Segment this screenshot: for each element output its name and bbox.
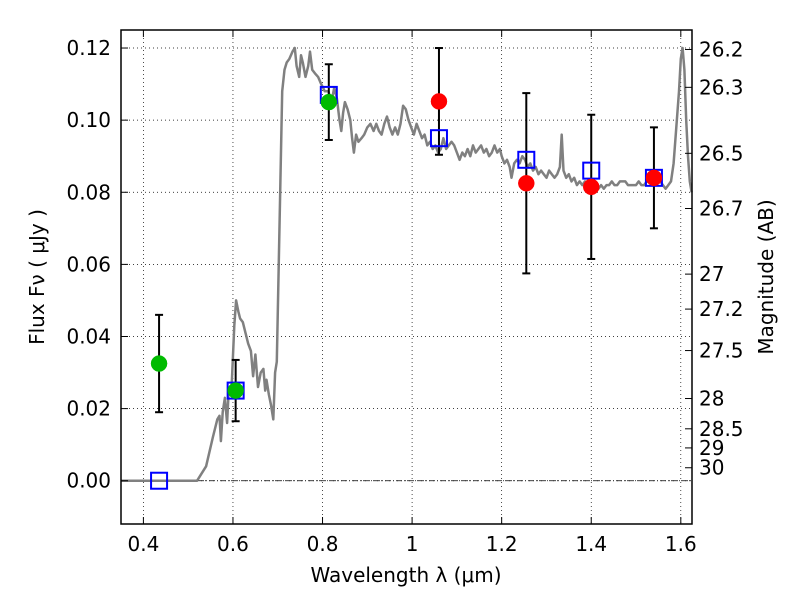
x-axis-label: Wavelength λ (μm) xyxy=(310,563,501,587)
green-data-point xyxy=(150,355,168,372)
y-tick-label: 0.08 xyxy=(66,180,111,204)
y-axis-label: Flux Fν ( μJy ) xyxy=(25,209,49,345)
x-tick-label: 0.6 xyxy=(217,532,249,556)
x-tick-labels: 0.4 0.6 0.8 1 1.2 1.4 1.6 xyxy=(127,532,696,556)
magnitude-tick-label: 26.3 xyxy=(699,75,744,99)
red-data-point xyxy=(645,169,663,187)
green-data-point xyxy=(227,382,244,399)
spectrum-line xyxy=(121,46,693,482)
x-tick-label: 0.4 xyxy=(127,532,159,556)
errorbar-layer xyxy=(155,47,658,423)
green-data-point xyxy=(320,93,338,111)
y-tick-label: 0.04 xyxy=(66,324,111,348)
x-tick-label: 1.6 xyxy=(665,532,697,556)
model-square-point xyxy=(429,129,448,148)
y-tick-labels: 0.00 0.02 0.04 0.06 0.08 0.10 0.12 xyxy=(66,36,111,493)
plot-frame xyxy=(120,29,693,525)
magnitude-tick-label: 30 xyxy=(699,456,724,480)
square-layer xyxy=(150,85,663,490)
magnitude-tick-label: 27.5 xyxy=(699,339,744,363)
red-data-point xyxy=(582,178,600,196)
x-tick-label: 0.8 xyxy=(307,532,339,556)
magnitude-tick-label: 27 xyxy=(699,262,724,286)
magnitude-tick-label: 27.2 xyxy=(699,297,744,321)
magnitude-tick-label: 28 xyxy=(699,387,724,411)
y-tick-label: 0.12 xyxy=(66,36,111,60)
spectrum-layer xyxy=(121,46,693,482)
x-tick-label: 1 xyxy=(406,532,419,556)
y-tick-label: 0.00 xyxy=(66,469,111,493)
grid-layer xyxy=(121,30,692,524)
model-square-point xyxy=(150,471,169,490)
x-tick-label: 1.2 xyxy=(486,532,518,556)
y-tick-label: 0.02 xyxy=(66,397,111,421)
red-data-point xyxy=(518,174,535,192)
y-tick-label: 0.06 xyxy=(66,252,111,276)
dot-layer xyxy=(150,93,663,399)
y-tick-label: 0.10 xyxy=(66,108,111,132)
x-tick-label: 1.4 xyxy=(575,532,607,556)
model-square-point xyxy=(517,150,536,169)
magnitude-tick-label: 29 xyxy=(699,436,724,460)
magnitude-tick-label: 26.2 xyxy=(699,37,744,61)
y-axis-label-right: Magnitude (AB) xyxy=(754,199,778,354)
magnitude-tick-label: 26.7 xyxy=(699,196,744,220)
red-data-point xyxy=(430,93,448,110)
ticks-layer xyxy=(121,30,692,524)
magnitude-tick-label: 28.5 xyxy=(699,417,744,441)
magnitude-tick-label: 26.5 xyxy=(699,141,744,165)
